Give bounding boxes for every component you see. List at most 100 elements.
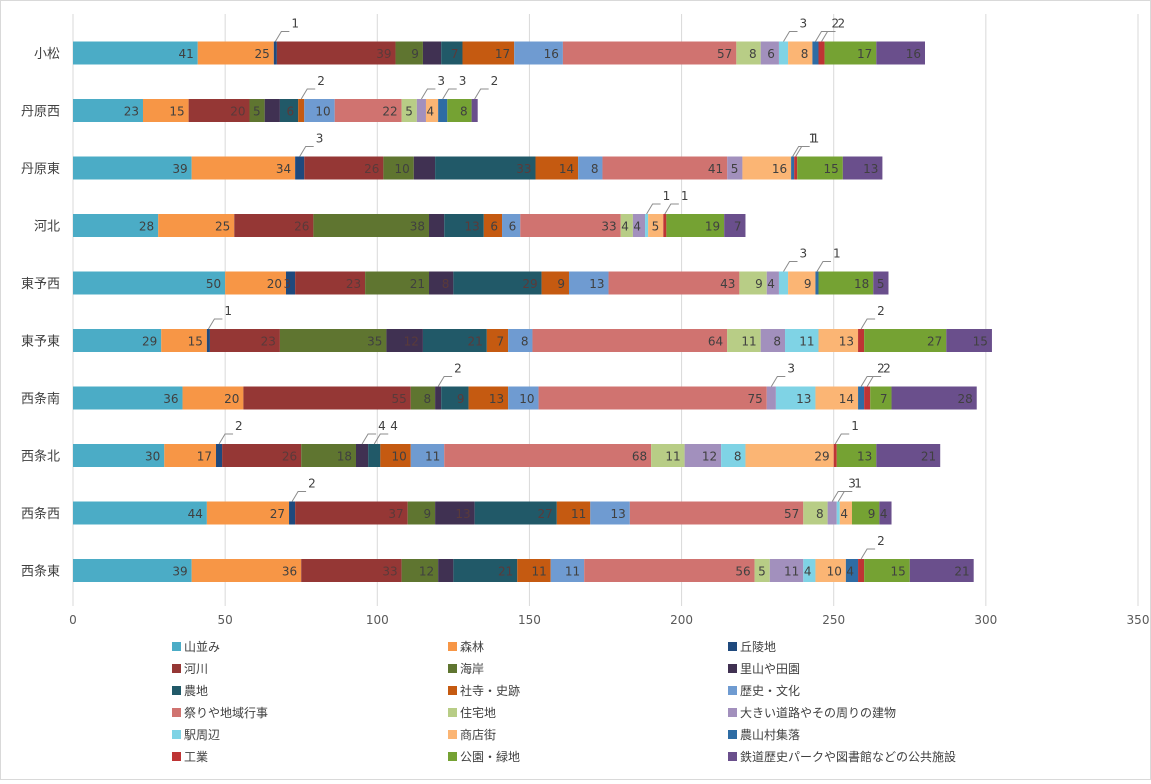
category-label: 東予西 [21, 276, 60, 292]
data-label: 21 [410, 277, 425, 291]
bar-segment [745, 444, 834, 467]
bar-segment [425, 99, 439, 122]
data-label: 17 [857, 47, 872, 61]
leader-line [646, 203, 661, 215]
data-label: 9 [457, 392, 465, 406]
data-label: 13 [489, 392, 504, 406]
callout-label: 1 [646, 189, 670, 215]
bar-segment [161, 329, 207, 352]
data-label: 2 [308, 477, 316, 491]
callout-label: 3 [299, 132, 323, 157]
bar-segment [441, 41, 463, 65]
bar-segment [876, 444, 941, 467]
bar-segment [401, 99, 417, 122]
data-label: 5 [758, 565, 766, 579]
leader-line [361, 433, 377, 445]
bar-segment [301, 559, 402, 582]
bar-segment [760, 41, 779, 65]
data-label: 3 [787, 362, 795, 376]
data-label: 20 [267, 277, 282, 291]
bar-segment [590, 501, 630, 525]
bar-segment [766, 271, 779, 295]
data-label: 11 [799, 335, 814, 349]
data-label: 26 [364, 162, 379, 176]
bar-segment [73, 214, 159, 237]
legend-swatch [448, 642, 457, 651]
bar-segment [142, 99, 189, 122]
bar-segment [851, 501, 880, 525]
data-label: 16 [906, 47, 921, 61]
data-label: 18 [337, 450, 352, 464]
bar-segment [785, 329, 819, 352]
callout-label: 2 [860, 534, 885, 560]
bar-segment [225, 271, 286, 295]
x-tick-label: 100 [366, 613, 389, 627]
leader-line [373, 433, 389, 445]
legend-entry: 農地 [172, 684, 208, 698]
bar-segment [164, 444, 217, 467]
callout-label: 1 [795, 132, 819, 157]
legend-entry: 大きい道路やその周りの建物 [728, 705, 896, 720]
leader-line [816, 261, 831, 272]
leader-line [420, 88, 436, 100]
bar-segment [508, 386, 539, 410]
data-label: 15 [169, 105, 184, 119]
legend-label: 公園・緑地 [460, 749, 520, 764]
data-label: 5 [877, 277, 885, 291]
bar-segment [429, 214, 445, 237]
data-label: 12 [419, 565, 434, 579]
bar-segment [578, 156, 603, 180]
data-label: 12 [702, 450, 717, 464]
leader-line [274, 31, 290, 42]
legend-entry: 駅周辺 [172, 728, 220, 742]
bar-segment [550, 559, 585, 582]
data-label: 30 [145, 450, 160, 464]
data-label: 11 [425, 450, 440, 464]
bar-segment [842, 156, 883, 180]
category-label: 西条南 [21, 391, 60, 407]
bar-segment [206, 501, 290, 525]
data-label: 26 [282, 450, 297, 464]
data-label: 16 [544, 47, 559, 61]
leader-line [815, 31, 830, 42]
bar-segment [858, 559, 865, 582]
bar-segment [864, 386, 871, 410]
data-label: 13 [465, 220, 480, 234]
bar-segment [736, 41, 761, 65]
data-label: 13 [611, 507, 626, 521]
data-label: 2 [883, 362, 891, 376]
data-label: 50 [206, 277, 221, 291]
bar-segment [444, 214, 484, 237]
legend-swatch [728, 642, 737, 651]
callout-label: 4 [361, 419, 386, 445]
data-label: 5 [731, 162, 739, 176]
bar-segment [836, 444, 877, 467]
legend-entry: 農山村集落 [728, 727, 800, 742]
data-label: 8 [773, 335, 781, 349]
bar-segment [438, 559, 454, 582]
bar-segment [182, 386, 244, 410]
data-label: 20 [230, 105, 245, 119]
data-label: 56 [735, 565, 750, 579]
bar-segment [754, 559, 770, 582]
category-label: 河北 [34, 220, 60, 235]
leader-line [866, 376, 882, 387]
data-label: 7 [496, 335, 504, 349]
bar-segment [666, 214, 725, 237]
data-label: 13 [589, 277, 604, 291]
data-label: 17 [197, 450, 212, 464]
legend-entry: 工業 [172, 750, 208, 764]
x-tick-label: 250 [822, 613, 845, 627]
bar-segment [876, 41, 925, 65]
legend-label: 鉄道歴史パークや図書館などの公共施設 [740, 749, 956, 764]
data-label: 23 [346, 277, 361, 291]
data-label: 6 [767, 47, 775, 61]
x-tick-label: 150 [518, 613, 541, 627]
bar-segment [632, 214, 646, 237]
category-label: 東予東 [21, 334, 60, 350]
category-label: 西条西 [21, 506, 60, 522]
bar-segment [355, 444, 369, 467]
bar-segment [648, 214, 664, 237]
data-label: 20 [224, 392, 239, 406]
